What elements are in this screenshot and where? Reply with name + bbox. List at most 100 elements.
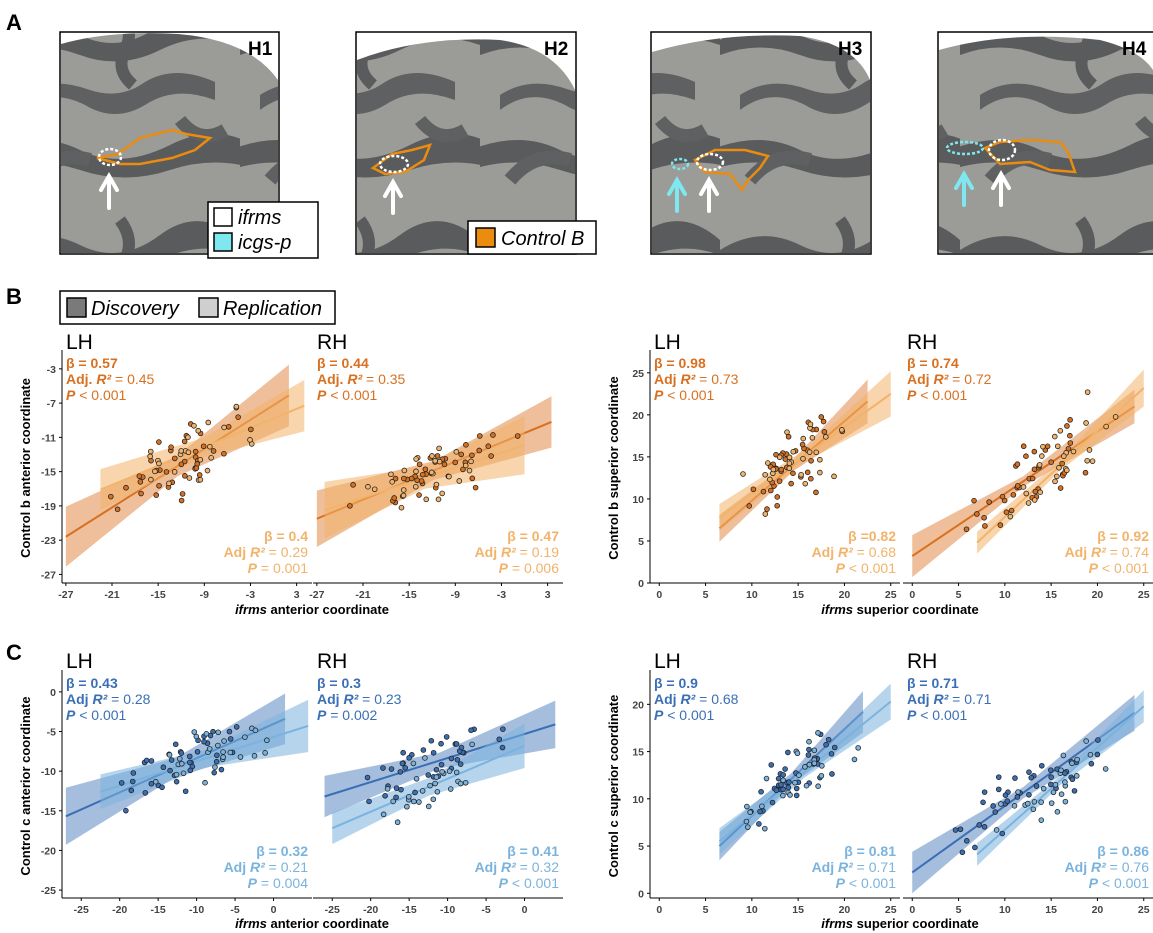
subplot-lh: LH -25 -20 -15 -10 -5 0 -25 -20 -15 -10 -5 0 β = 0.43…: [41, 650, 312, 916]
replication-r2: Adj R² = 0.68: [812, 544, 897, 560]
replication-point: [176, 755, 183, 762]
replication-point: [204, 467, 211, 474]
replication-point: [811, 747, 818, 754]
discovery-point: [999, 830, 1006, 837]
x-tick-label: 3: [545, 589, 551, 601]
replication-point: [220, 749, 226, 755]
replication-point: [1040, 785, 1047, 792]
discovery-point: [168, 444, 174, 450]
discovery-point: [213, 758, 220, 765]
x-axis-label: ifrms superior coordinate: [821, 916, 979, 931]
replication-point: [180, 770, 187, 777]
discovery-point: [187, 767, 194, 774]
discovery-point: [137, 479, 144, 485]
panel-label-a: A: [6, 10, 22, 35]
icgs-p-outline: [670, 157, 690, 171]
discovery-point: [388, 766, 395, 772]
discovery-point: [178, 461, 185, 468]
discovery-point: [1038, 762, 1045, 769]
discovery-point: [1082, 469, 1089, 476]
discovery-point: [438, 740, 444, 747]
replication-point: [400, 487, 407, 493]
x-tick-label: 10: [999, 589, 1011, 601]
discovery-point: [393, 794, 399, 801]
control-b-outline: [96, 128, 213, 166]
replication-point: [166, 480, 172, 487]
arrow-icon: [954, 169, 974, 207]
x-tick-label: 15: [1045, 904, 1057, 916]
hemisphere-label: LH: [654, 650, 681, 673]
hemisphere-title: H3: [838, 39, 862, 60]
replication-point: [1011, 803, 1018, 809]
replication-point: [1084, 389, 1091, 395]
replication-point: [423, 496, 430, 503]
y-tick-label: 5: [638, 536, 644, 548]
discovery-point: [225, 424, 232, 430]
discovery-point: [514, 433, 521, 439]
discovery-point: [786, 779, 792, 785]
arrow-icon: [699, 175, 719, 213]
replication-point: [220, 754, 226, 760]
replication-point: [185, 449, 192, 456]
replication-point: [251, 753, 258, 759]
discovery-point: [192, 448, 199, 455]
discovery-point: [434, 453, 441, 459]
discovery-point: [778, 781, 784, 788]
discovery-confidence-band: [912, 694, 1135, 894]
brain-panel-h4: H4: [937, 31, 1153, 255]
replication-point: [1031, 799, 1038, 805]
replication-point: [173, 771, 180, 778]
replication-point: [1060, 752, 1067, 759]
replication-point: [384, 786, 391, 792]
legend-ifrms: ifrms: [238, 207, 281, 229]
replication-point: [400, 492, 407, 499]
x-tick-label: -27: [309, 589, 324, 601]
discovery-point: [156, 482, 162, 489]
discovery-point: [469, 475, 476, 482]
discovery-point: [1044, 443, 1051, 450]
replication-point: [413, 775, 420, 782]
discovery-point: [211, 769, 217, 776]
x-tick-label: 10: [746, 904, 758, 916]
discovery-point: [757, 808, 763, 815]
discovery-r2: Adj R² = 0.71: [907, 691, 992, 707]
y-axis-label: Control b anterior coordinate: [18, 378, 33, 558]
discovery-point: [981, 789, 988, 795]
discovery-point: [460, 466, 466, 473]
replication-point: [388, 471, 394, 478]
replication-point: [432, 780, 438, 787]
discovery-point: [773, 451, 779, 458]
discovery-point: [775, 775, 782, 782]
replication-point: [462, 462, 469, 469]
replication-point: [1074, 756, 1080, 763]
discovery-point: [818, 414, 825, 420]
discovery-point: [1010, 492, 1017, 498]
discovery-swatch: [66, 297, 87, 318]
discovery-beta: β = 0.44: [317, 355, 369, 371]
discovery-point: [1004, 798, 1011, 804]
plot-B-anterior: Control b anterior coordinate ifrms anter…: [18, 331, 563, 617]
subplot-lh: LH -27 -21 -15 -9 -3 3 -27 -23 -19 -15 -11 -7 -3 β = 0…: [41, 331, 312, 601]
discovery-point: [780, 772, 786, 778]
y-tick-label: -15: [41, 806, 56, 818]
x-tick-label: -15: [151, 904, 166, 916]
discovery-r2: Adj. R² = 0.35: [317, 371, 406, 387]
replication-point: [1036, 462, 1043, 468]
replication-point: [252, 727, 259, 734]
discovery-point: [210, 728, 216, 735]
discovery-point: [168, 757, 175, 763]
x-tick-label: 0: [656, 904, 662, 916]
replication-point: [447, 786, 454, 792]
replication-point: [419, 788, 426, 794]
discovery-point: [196, 472, 203, 478]
discovery-point: [1057, 485, 1064, 491]
replication-point: [813, 449, 820, 456]
replication-point: [794, 750, 801, 757]
replication-point: [401, 467, 408, 474]
discovery-point: [776, 478, 783, 484]
discovery-point: [433, 766, 440, 773]
discovery-point: [1020, 443, 1027, 450]
discovery-point: [193, 465, 200, 471]
replication-r2: Adj R² = 0.74: [1065, 544, 1150, 560]
